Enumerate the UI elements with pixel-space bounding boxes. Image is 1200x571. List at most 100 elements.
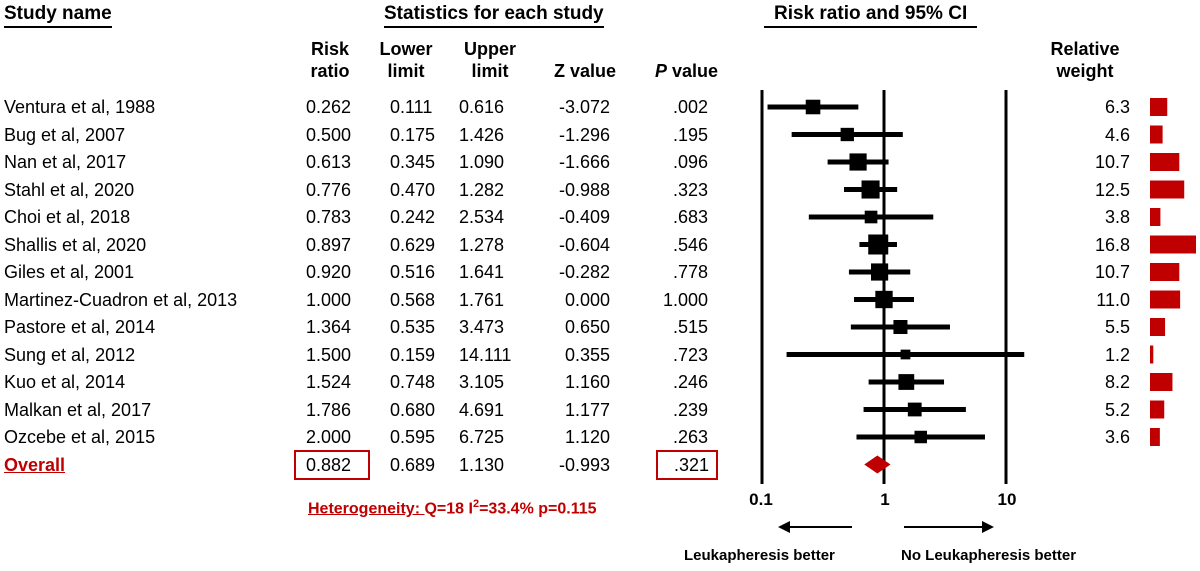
risk-ratio-header-line2: ratio	[310, 61, 350, 81]
study-p: .515	[672, 317, 708, 337]
study-p: .263	[672, 427, 708, 447]
study-upper: 1.426	[459, 124, 505, 145]
risk-ratio-header-line1: Risk	[310, 39, 350, 59]
overall-lower: 0.689	[390, 455, 436, 475]
weight-bar	[1150, 180, 1185, 199]
study-lower: 0.595	[390, 427, 436, 447]
lower-limit-header-line2: limit	[387, 61, 425, 81]
study-p: .096	[672, 152, 708, 172]
study-p: .778	[672, 262, 708, 282]
study-lower: 0.629	[390, 234, 436, 255]
weight-bar	[1150, 98, 1168, 116]
study-z: -0.282	[558, 262, 610, 282]
relative-weight-header-line2: weight	[1056, 61, 1114, 81]
study-rr: 2.000	[306, 427, 352, 447]
study-rr: 0.897	[306, 234, 352, 255]
study-rr: 0.920	[306, 262, 352, 282]
study-z: 1.160	[564, 372, 610, 392]
upper-limit-header-line2: limit	[471, 61, 509, 81]
study-lower: 0.568	[390, 289, 436, 310]
study-name: Shallis et al, 2020	[4, 234, 147, 255]
study-weight: 5.2	[1104, 399, 1130, 420]
effect-square	[868, 234, 889, 255]
overall-label: Overall	[4, 455, 66, 475]
study-lower: 0.470	[390, 179, 436, 200]
study-rr: 1.524	[306, 372, 352, 392]
study-upper: 0.616	[459, 97, 505, 117]
study-z: 0.650	[564, 317, 610, 337]
relative-weight-header-line1: Relative	[1050, 39, 1120, 59]
study-name: Stahl et al, 2020	[4, 179, 135, 200]
statistics-header: Statistics for each study	[384, 3, 604, 28]
study-z: 0.355	[564, 344, 610, 365]
x-tick-1: 1	[880, 490, 890, 509]
study-weight: 5.5	[1104, 317, 1130, 337]
z-value-header: Z value	[554, 61, 617, 81]
effect-square	[875, 290, 893, 309]
study-rr: 0.776	[306, 179, 352, 200]
study-weight: 8.2	[1104, 372, 1130, 392]
overall-upper: 1.130	[459, 455, 505, 475]
study-lower: 0.242	[390, 207, 436, 227]
study-z: -1.296	[558, 124, 610, 145]
right-arrow-head	[982, 521, 994, 533]
weight-bar	[1150, 153, 1180, 171]
study-lower: 0.111	[390, 97, 433, 117]
study-rr: 0.262	[306, 97, 352, 117]
study-upper: 1.278	[459, 234, 505, 255]
weight-bar	[1150, 208, 1161, 226]
forest-plot-header: Risk ratio and 95% CI	[764, 3, 978, 28]
study-weight: 12.5	[1094, 179, 1130, 200]
weight-bar	[1150, 263, 1180, 281]
study-lower: 0.516	[390, 262, 436, 282]
study-name: Martinez-Cuadron et al, 2013	[4, 289, 238, 310]
overall-diamond	[864, 455, 891, 474]
study-name: Ventura et al, 1988	[4, 97, 156, 117]
weight-bar	[1150, 290, 1181, 309]
study-z: -3.072	[558, 97, 610, 117]
study-name: Pastore et al, 2014	[4, 317, 156, 337]
study-p: .246	[672, 372, 708, 392]
study-z: -1.666	[558, 152, 610, 172]
left-arrow-label: Leukapheresis better	[684, 547, 835, 564]
study-p: .723	[672, 344, 708, 365]
study-lower: 0.345	[390, 152, 436, 172]
study-name-header: Study name	[4, 3, 112, 28]
study-rr: 1.786	[306, 399, 352, 420]
study-name: Sung et al, 2012	[4, 344, 136, 365]
upper-limit-header-line1: Upper	[463, 39, 516, 59]
risk-ratio-header: Risk ratio	[290, 38, 370, 82]
study-p: 1.000	[662, 289, 708, 310]
study-p: .546	[672, 234, 708, 255]
effect-square	[861, 180, 880, 199]
overall-p-box	[656, 450, 718, 480]
study-p: .239	[672, 399, 708, 420]
study-p: .683	[672, 207, 708, 227]
weight-bar	[1150, 318, 1166, 336]
study-rr: 0.500	[306, 124, 352, 145]
study-name: Bug et al, 2007	[4, 124, 126, 145]
weight-bar	[1150, 345, 1154, 364]
study-weight: 4.6	[1104, 124, 1130, 145]
study-upper: 14.111	[459, 344, 512, 365]
study-rr: 0.783	[306, 207, 352, 227]
study-upper: 6.725	[459, 427, 505, 447]
study-weight: 10.7	[1094, 262, 1130, 282]
effect-square	[900, 349, 911, 360]
x-tick-10: 10	[997, 490, 1017, 509]
study-p: .323	[672, 179, 708, 200]
effect-square	[914, 430, 927, 444]
lower-limit-header: Lower limit	[368, 38, 444, 82]
study-lower: 0.175	[390, 124, 436, 145]
heterogeneity-q: Q=18 I	[424, 500, 473, 518]
right-arrow-label: No Leukapheresis better	[901, 547, 1077, 564]
study-upper: 3.105	[459, 372, 505, 392]
overall-z: -0.993	[559, 455, 611, 475]
study-upper: 1.641	[459, 262, 505, 282]
overall-p: .321	[674, 455, 710, 475]
heterogeneity-prefix: Heterogeneity:	[308, 500, 425, 518]
effect-square	[805, 99, 821, 115]
effect-square	[893, 319, 908, 335]
effect-square	[870, 263, 889, 281]
